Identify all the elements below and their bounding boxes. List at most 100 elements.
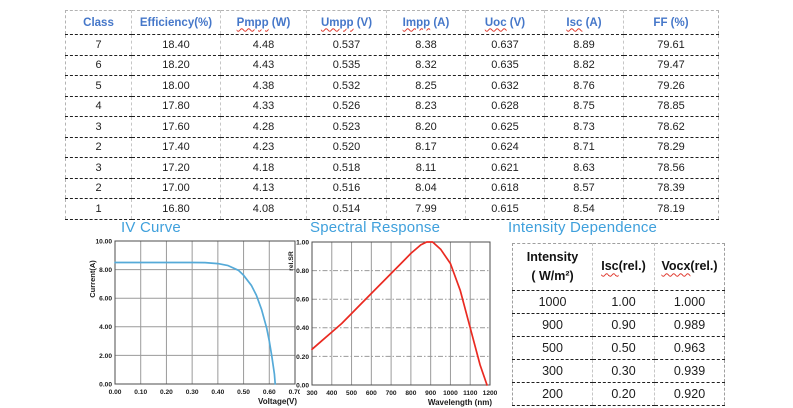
main-table-cell: 4.48 xyxy=(220,34,307,56)
x-axis-label: Voltage(V) xyxy=(258,397,297,406)
y-tick-label: 0.40 xyxy=(296,325,309,332)
main-table-cell: 8.25 xyxy=(386,75,466,97)
y-tick-label: 0.80 xyxy=(296,268,309,275)
cell-class-table-head: Class Efficiency(%) Pmpp (W) Umpp (V) Impp (… xyxy=(65,10,719,35)
header-row: Intensity( W/m²) Isc(rel.) Vocx(rel.) xyxy=(512,243,725,291)
spectral-response-title: Spectral Response xyxy=(310,219,441,236)
header-unit: (V) xyxy=(506,16,526,29)
main-table-cell: 0.516 xyxy=(306,178,387,199)
header-word: Isc xyxy=(566,16,583,29)
intensity-table-row: 900 0.90 0.989 xyxy=(512,313,725,337)
spectral-curve-line xyxy=(311,241,488,386)
x-tick-label: 500 xyxy=(346,390,357,397)
main-table-cell: 0.535 xyxy=(306,55,387,76)
intensity-table-cell: 0.989 xyxy=(654,313,725,337)
main-table-row: 3 17.20 4.18 0.518 8.11 0.621 8.63 78.56 xyxy=(65,157,719,179)
header-unit: (A) xyxy=(582,16,602,29)
main-table-row: 3 17.60 4.28 0.523 8.20 0.625 8.73 78.62 xyxy=(65,116,719,138)
main-table-cell: 78.39 xyxy=(623,178,719,199)
main-table-cell: 79.47 xyxy=(623,55,719,76)
header-row: Class Efficiency(%) Pmpp (W) Umpp (V) Impp (… xyxy=(65,10,719,35)
x-tick-label: 1000 xyxy=(443,390,458,397)
header-word: Efficiency(%) xyxy=(139,16,213,29)
main-table-cell: 7.99 xyxy=(386,198,466,220)
y-tick-label: 1.00 xyxy=(296,239,309,246)
x-tick-label: 300 xyxy=(306,390,317,397)
x-tick-label: 0.70 xyxy=(289,389,300,396)
main-table-cell: 17.00 xyxy=(131,178,221,199)
main-table-cell: 6 xyxy=(65,55,132,76)
intensity-table-head: Intensity( W/m²) Isc(rel.) Vocx(rel.) xyxy=(512,243,725,291)
header-unit: (A) xyxy=(430,16,450,29)
main-table-column-header: Umpp (V) xyxy=(306,10,387,35)
main-table-cell: 7 xyxy=(65,34,132,56)
main-table-column-header: FF (%) xyxy=(623,10,719,35)
intensity-table-cell: 0.963 xyxy=(654,336,725,360)
cell-class-table: Class Efficiency(%) Pmpp (W) Umpp (V) Impp (… xyxy=(65,10,719,220)
intensity-table-cell: 1000 xyxy=(512,290,593,314)
intensity-table-row: 300 0.30 0.939 xyxy=(512,359,725,383)
main-table-cell: 78.29 xyxy=(623,137,719,158)
main-table-cell: 8.23 xyxy=(386,96,466,117)
main-table-row: 2 17.00 4.13 0.516 8.04 0.618 8.57 78.39 xyxy=(65,178,719,199)
main-table-cell: 17.20 xyxy=(131,157,221,179)
main-table-cell: 8.38 xyxy=(386,34,466,56)
main-table-cell: 4.23 xyxy=(220,137,307,158)
y-tick-label: 4.00 xyxy=(99,324,112,331)
intensity-table-cell: 1.000 xyxy=(654,290,725,314)
main-table-cell: 4.33 xyxy=(220,96,307,117)
main-table-cell: 0.624 xyxy=(465,137,545,158)
intensity-table-column-header: Intensity ( W/m²) xyxy=(512,243,593,291)
intensity-table-column-header: Vocx(rel.) xyxy=(654,243,725,291)
main-table-cell: 8.17 xyxy=(386,137,466,158)
main-table-cell: 78.56 xyxy=(623,157,719,179)
main-table-row: 4 17.80 4.33 0.526 8.23 0.628 8.75 78.85 xyxy=(65,96,719,117)
main-table-cell: 8.76 xyxy=(544,75,624,97)
main-table-cell: 1 xyxy=(65,198,132,220)
main-table-cell: 4.08 xyxy=(220,198,307,220)
main-table-cell: 8.89 xyxy=(544,34,624,56)
header-word: Impp xyxy=(402,16,431,29)
intensity-table-cell: 0.20 xyxy=(592,382,655,406)
main-table-cell: 0.537 xyxy=(306,34,387,56)
main-table-cell: 8.04 xyxy=(386,178,466,199)
x-tick-label: 1100 xyxy=(463,390,478,397)
header-word: Vocx xyxy=(661,259,691,274)
main-table-cell: 0.523 xyxy=(306,116,387,138)
main-table-cell: 8.57 xyxy=(544,178,624,199)
main-table-cell: 17.40 xyxy=(131,137,221,158)
iv-curve-title: IV Curve xyxy=(121,219,181,236)
main-table-row: 1 16.80 4.08 0.514 7.99 0.615 8.54 78.19 xyxy=(65,198,719,220)
header-word: Isc xyxy=(601,259,619,274)
main-table-cell: 4.13 xyxy=(220,178,307,199)
main-table-cell: 79.61 xyxy=(623,34,719,56)
main-table-cell: 4 xyxy=(65,96,132,117)
main-table-cell: 18.20 xyxy=(131,55,221,76)
intensity-table-row: 1000 1.00 1.000 xyxy=(512,290,725,314)
header-unit: (rel.) xyxy=(690,259,718,274)
main-table-cell: 0.628 xyxy=(465,96,545,117)
main-table-cell: 8.82 xyxy=(544,55,624,76)
header-word: FF (%) xyxy=(653,16,689,29)
main-table-row: 7 18.40 4.48 0.537 8.38 0.637 8.89 79.61 xyxy=(65,34,719,56)
x-tick-label: 800 xyxy=(405,390,416,397)
y-tick-label: 0.60 xyxy=(296,297,309,304)
main-table-cell: 0.526 xyxy=(306,96,387,117)
x-tick-label: 700 xyxy=(386,390,397,397)
main-table-cell: 78.19 xyxy=(623,198,719,220)
intensity-table-column-header: Isc(rel.) xyxy=(592,243,655,291)
main-table-cell: 8.32 xyxy=(386,55,466,76)
y-tick-label: 0.00 xyxy=(296,382,309,389)
header-word: Pmpp xyxy=(236,16,269,29)
intensity-table-cell: 200 xyxy=(512,382,593,406)
main-table-cell: 78.62 xyxy=(623,116,719,138)
y-axis-label: rel.SR xyxy=(288,251,295,271)
main-table-cell: 0.518 xyxy=(306,157,387,179)
y-axis-label: Current(A) xyxy=(88,260,97,298)
cell-class-table-body: 7 18.40 4.48 0.537 8.38 0.637 8.89 79.61 6 18.20 4… xyxy=(65,34,719,220)
header-line: Intensity xyxy=(526,249,579,264)
main-table-cell: 8.63 xyxy=(544,157,624,179)
header-line: ( W/m²) xyxy=(531,269,574,283)
intensity-table-cell: 0.50 xyxy=(592,336,655,360)
